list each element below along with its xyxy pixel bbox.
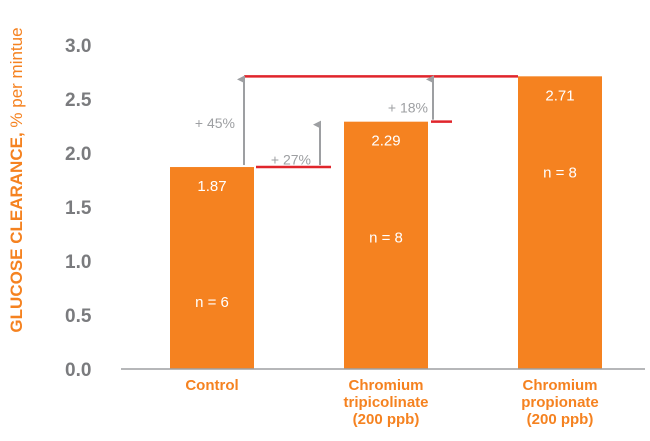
y-axis-label: GLUCOSE CLEARANCE, % per mintue bbox=[7, 27, 26, 332]
bar bbox=[518, 76, 602, 369]
y-tick-label: 0.5 bbox=[65, 306, 92, 327]
category-label: Chromium bbox=[349, 377, 424, 394]
category-label: (200 ppb) bbox=[353, 411, 420, 428]
bar bbox=[170, 167, 254, 369]
bar-labels: 1.87 2.29 2.71 n = 6 n = 8 n = 8 + 45% + 27% + 1… bbox=[195, 87, 577, 311]
bar-value-label: 2.71 bbox=[545, 87, 574, 104]
sample-size-label: n = 6 bbox=[195, 294, 229, 311]
increase-arrows bbox=[237, 75, 434, 166]
category-label: tripicolinate bbox=[343, 394, 428, 411]
category-label: propionate bbox=[521, 394, 599, 411]
y-axis-label-unit: % per mintue bbox=[7, 27, 26, 132]
increase-percent-label: + 18% bbox=[388, 100, 428, 116]
y-tick-label: 2.5 bbox=[65, 90, 92, 111]
y-tick-label: 1.0 bbox=[65, 252, 91, 273]
y-axis-label-bold: GLUCOSE CLEARANCE, bbox=[7, 132, 26, 332]
category-label: Control bbox=[185, 377, 238, 394]
reference-lines bbox=[244, 75, 518, 169]
bar bbox=[344, 121, 428, 370]
y-tick-label: 1.5 bbox=[65, 198, 92, 219]
bar-value-label: 2.29 bbox=[371, 133, 400, 150]
y-tick-label: 0.0 bbox=[65, 360, 91, 381]
y-axis-ticks: 0.0 0.5 1.0 1.5 2.0 2.5 3.0 bbox=[65, 36, 92, 381]
sample-size-label: n = 8 bbox=[369, 229, 403, 246]
category-label: Chromium bbox=[523, 377, 598, 394]
y-tick-label: 3.0 bbox=[65, 36, 91, 57]
category-label: (200 ppb) bbox=[527, 411, 594, 428]
sample-size-label: n = 8 bbox=[543, 165, 577, 182]
bars bbox=[170, 76, 602, 370]
bar-value-label: 1.87 bbox=[197, 178, 226, 195]
y-tick-label: 2.0 bbox=[65, 144, 91, 165]
increase-percent-label: + 45% bbox=[195, 115, 235, 131]
increase-percent-label: + 27% bbox=[271, 151, 311, 167]
